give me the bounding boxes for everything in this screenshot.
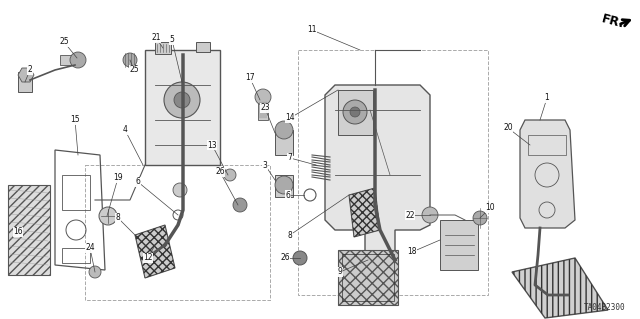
- Text: 18: 18: [407, 248, 417, 256]
- Text: 4: 4: [123, 125, 127, 135]
- Bar: [528, 135, 566, 155]
- Text: 26: 26: [215, 167, 225, 176]
- Text: 24: 24: [85, 243, 95, 253]
- Text: 17: 17: [245, 73, 255, 83]
- Text: FR.: FR.: [600, 13, 626, 31]
- Circle shape: [123, 53, 137, 67]
- Polygon shape: [349, 188, 380, 237]
- Text: 8: 8: [116, 213, 120, 222]
- Text: 7: 7: [287, 153, 292, 162]
- Text: 22: 22: [405, 211, 415, 219]
- Bar: [298, 50, 488, 295]
- Circle shape: [70, 52, 86, 68]
- Bar: [342, 254, 394, 301]
- Text: 13: 13: [207, 140, 217, 150]
- Circle shape: [293, 251, 307, 265]
- Bar: [85, 165, 270, 300]
- Bar: [258, 100, 268, 120]
- Text: 25: 25: [129, 65, 139, 75]
- Text: 23: 23: [260, 103, 270, 113]
- Bar: [18, 72, 32, 92]
- Bar: [155, 42, 171, 54]
- Circle shape: [89, 266, 101, 278]
- Circle shape: [164, 82, 200, 118]
- Bar: [8, 185, 50, 275]
- Polygon shape: [18, 68, 34, 82]
- Bar: [62, 248, 90, 263]
- Bar: [275, 130, 293, 155]
- Bar: [196, 42, 210, 52]
- Circle shape: [255, 89, 271, 105]
- Circle shape: [174, 92, 190, 108]
- Text: 3: 3: [262, 160, 268, 169]
- Bar: [440, 220, 478, 270]
- Text: 10: 10: [485, 204, 495, 212]
- Polygon shape: [135, 225, 175, 278]
- Circle shape: [275, 176, 293, 194]
- Circle shape: [343, 100, 367, 124]
- Text: 26: 26: [280, 254, 290, 263]
- Circle shape: [350, 107, 360, 117]
- Bar: [62, 175, 90, 210]
- Text: 14: 14: [285, 114, 295, 122]
- Text: 2: 2: [28, 65, 33, 75]
- Text: 6: 6: [285, 190, 291, 199]
- Text: 9: 9: [337, 268, 342, 277]
- Text: 6: 6: [136, 177, 140, 187]
- Text: 20: 20: [503, 123, 513, 132]
- Bar: [338, 250, 398, 305]
- Text: 5: 5: [170, 35, 175, 44]
- Text: 11: 11: [307, 26, 317, 34]
- Text: 19: 19: [113, 174, 123, 182]
- Text: 12: 12: [143, 254, 153, 263]
- Text: 25: 25: [59, 38, 69, 47]
- Text: TA04B2300: TA04B2300: [584, 303, 625, 312]
- Circle shape: [422, 207, 438, 223]
- Circle shape: [473, 211, 487, 225]
- Text: 16: 16: [13, 227, 23, 236]
- Polygon shape: [520, 120, 575, 228]
- Circle shape: [233, 198, 247, 212]
- Text: 21: 21: [151, 33, 161, 42]
- Text: 8: 8: [287, 231, 292, 240]
- Circle shape: [173, 183, 187, 197]
- Circle shape: [275, 121, 293, 139]
- Circle shape: [224, 169, 236, 181]
- Text: 15: 15: [70, 115, 80, 124]
- Polygon shape: [145, 50, 220, 165]
- Polygon shape: [325, 85, 430, 260]
- Bar: [338, 90, 373, 135]
- Circle shape: [99, 207, 117, 225]
- Text: 1: 1: [545, 93, 549, 102]
- Circle shape: [528, 141, 542, 155]
- Polygon shape: [512, 258, 608, 318]
- Bar: [275, 175, 293, 197]
- Bar: [60, 55, 80, 65]
